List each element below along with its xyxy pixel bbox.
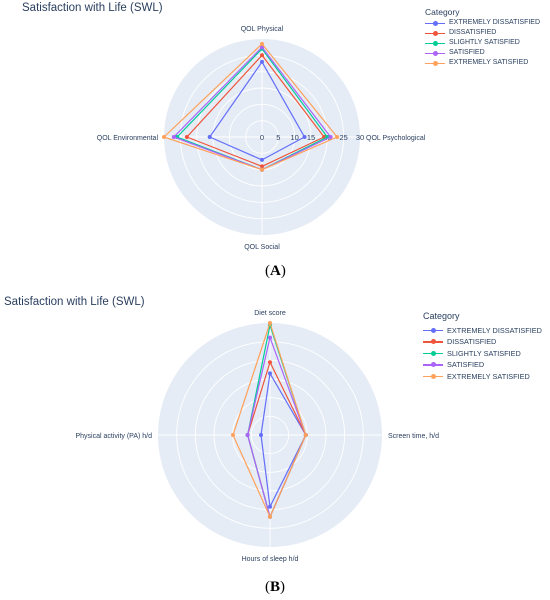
legend-label: SATISFIED [449,49,485,56]
legend-swatch [425,19,445,27]
axis-label: Diet score [254,310,286,317]
legend-label: EXTREMELY DISSATISFIED [449,19,541,26]
radial-tick-label: 30 [356,133,364,142]
axis-label: QOL Environmental [97,135,159,142]
axis-label: Hours of sleep h/d [242,556,299,563]
legend-item[interactable]: EXTREMELY DISSATISFIED [423,325,542,337]
legend-label: DISSATISFIED [449,29,497,36]
data-point-4-2 [268,514,272,519]
axis-label: QOL Physical [241,26,284,33]
chart-title: Satisfaction with Life (SWL) [4,296,145,308]
data-point-0-3 [207,135,212,139]
legend-item[interactable]: SLIGHTLY SATISFIED [425,38,540,48]
radial-tick-label: 25 [339,133,347,142]
data-point-0-1 [302,135,307,139]
data-point-4-0 [260,41,264,46]
legend-item[interactable]: DISSATISFIED [423,336,542,348]
data-point-3-0 [260,45,264,50]
data-point-0-2 [268,504,272,509]
legend-swatch [425,39,445,47]
chart-title: Satisfaction with Life (SWL) [22,2,163,14]
data-point-1-2 [260,164,264,169]
legend-swatch [425,29,445,37]
data-point-3-3 [245,433,250,437]
data-point-3-0 [268,335,272,340]
legend-item[interactable]: EXTREMELY SATISFIED [423,371,542,383]
legend-label: EXTREMELY SATISFIED [447,371,530,381]
data-point-0-2 [260,157,264,162]
legend-b: Category EXTREMELY DISSATISFIED DISSATISF… [423,311,542,382]
legend-item[interactable]: SATISFIED [423,359,542,371]
legend-label: SATISFIED [447,360,485,369]
data-point-4-0 [268,321,272,325]
radial-tick-label: 0 [260,133,264,142]
data-point-3-1 [328,135,333,139]
legend-swatch [423,361,443,369]
data-point-0-0 [260,59,264,64]
legend-swatch [425,49,445,57]
legend-swatch [423,338,443,346]
data-point-1-0 [268,360,272,365]
legend-swatch [423,326,443,334]
radial-tick-label: 10 [290,133,298,142]
legend-item[interactable]: EXTREMELY SATISFIED [425,58,540,68]
data-point-4-1 [335,135,340,139]
data-point-0-3 [259,433,263,437]
legend-label: EXTREMELY DISSATISFIED [447,325,542,335]
axis-label: QOL Social [244,244,280,251]
legend-title: Category [423,311,460,321]
data-point-1-3 [184,135,189,139]
data-point-3-3 [171,135,176,139]
data-point-4-3 [231,433,235,437]
legend-item[interactable]: DISSATISFIED [425,28,540,38]
legend-item[interactable]: SLIGHTLY SATISFIED [423,348,542,360]
panel-label-b: (B) [265,579,286,595]
axis-label: Physical activity (PA) h/d [75,433,152,440]
legend-item[interactable]: EXTREMELY DISSATISFIED [425,18,540,28]
legend-title: Category [425,7,460,17]
data-point-4-2 [260,167,264,172]
legend-label: SLIGHTLY SATISFIED [449,39,520,46]
legend-swatch [423,349,443,357]
radial-tick-label: 5 [276,133,280,142]
data-point-4-1 [303,433,308,437]
data-point-0-0 [268,371,272,376]
axis-label: QOL Psychological [366,135,426,142]
legend-item[interactable]: SATISFIED [425,48,540,58]
legend-label: EXTREMELY SATISFIED [449,59,529,66]
legend-a: Category EXTREMELY DISSATISFIED DISSATISF… [425,7,540,68]
radar-plot-b: Diet score Screen time, h/d Hours of sleep… [75,310,439,563]
legend-swatch [425,59,445,67]
legend-label: SLIGHTLY SATISFIED [447,348,521,358]
panel-label-a: (A) [265,263,286,279]
radar-chart-b: Satisfaction with Life (SWL) Diet score S… [0,293,550,578]
data-point-1-0 [260,53,264,58]
legend-label: DISSATISFIED [447,337,497,346]
data-point-4-3 [162,135,166,139]
radar-chart-a: Satisfaction with Life (SWL) 05101520253… [0,0,550,262]
legend-swatch [423,372,443,380]
axis-label: Screen time, h/d [388,433,439,440]
radial-tick-label: 15 [307,133,315,142]
